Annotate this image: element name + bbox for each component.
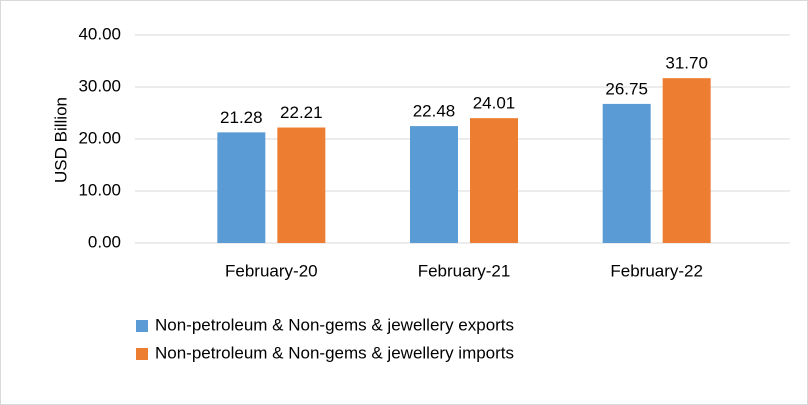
bar [217, 132, 266, 243]
bar [410, 126, 458, 243]
x-tick-label: February-21 [418, 261, 511, 280]
data-label: 21.28 [220, 108, 263, 127]
y-tick-label: 10.00 [78, 180, 121, 199]
x-tick-label: February-22 [610, 261, 703, 280]
bar [602, 103, 651, 244]
bar [470, 118, 518, 243]
legend-label: Non-petroleum & Non-gems & jewellery exp… [155, 315, 514, 334]
data-label: 22.21 [280, 103, 323, 122]
y-tick-label: 0.00 [88, 232, 121, 251]
data-label: 24.01 [473, 94, 516, 113]
data-label: 22.48 [413, 102, 456, 121]
legend-swatch [136, 320, 148, 332]
bar [277, 127, 326, 243]
y-tick-label: 40.00 [78, 24, 121, 43]
data-label: 26.75 [605, 79, 648, 98]
x-tick-label: February-20 [225, 261, 318, 280]
bar [662, 78, 711, 243]
y-axis-label: USD Billion [51, 97, 70, 183]
y-tick-label: 20.00 [78, 128, 121, 147]
legend-label: Non-petroleum & Non-gems & jewellery imp… [155, 343, 514, 362]
legend-swatch [136, 348, 148, 360]
y-tick-label: 30.00 [78, 76, 121, 95]
data-label: 31.70 [665, 54, 708, 73]
